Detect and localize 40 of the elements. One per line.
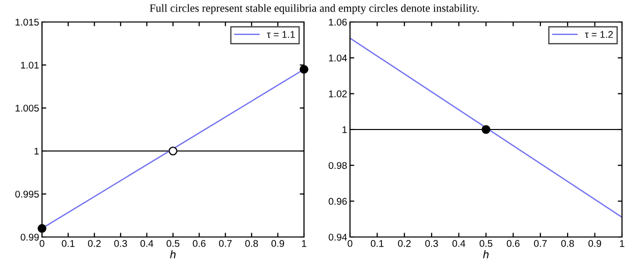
y-tick-label: 1.06 <box>329 18 347 26</box>
y-tick-label: 1.015 <box>16 18 39 26</box>
x-tick-label: 0.3 <box>114 240 127 247</box>
y-tick-label: 0.98 <box>328 162 347 169</box>
x-tick-label: 0.9 <box>588 240 602 247</box>
text: Full circles represent stable equilibria and empty circles denote instability. <box>150 4 479 14</box>
y-tick-label: 1.01 <box>21 62 39 69</box>
x-tick-label: 0 <box>348 240 352 247</box>
y-tick-label: 1.005 <box>16 104 39 112</box>
x-tick-label: 0.6 <box>506 240 520 247</box>
x-tick-label: 0.5 <box>166 240 180 247</box>
x-tick-label: 0.3 <box>425 240 438 247</box>
x-tick-label: 0.8 <box>561 240 574 247</box>
y-tick-label: 1.04 <box>329 54 347 62</box>
x-tick-label: 0.4 <box>140 240 154 247</box>
x-tick-label: 0.6 <box>192 240 206 247</box>
x-tick-label: 0.5 <box>480 240 492 247</box>
x-tick-label: 0.7 <box>534 240 547 247</box>
x-tick-label: 0.1 <box>370 240 384 247</box>
legend-label: τ = 1.1 <box>266 31 295 38</box>
y-tick-label: 1 <box>34 148 39 155</box>
x-axis-title: h <box>483 250 489 258</box>
y-tick-label: 0.94 <box>328 234 347 241</box>
x-tick-label: 1 <box>302 240 306 247</box>
x-tick-label: 0 <box>40 240 44 247</box>
x-tick-label: 0.2 <box>398 240 411 247</box>
x-tick-label: 0.9 <box>271 240 284 247</box>
y-tick-label: 1 <box>342 126 347 134</box>
x-tick-label: 0.7 <box>219 240 232 247</box>
y-tick-label: 0.99 <box>20 234 39 241</box>
legend-label: τ = 1.2 <box>584 31 613 38</box>
y-tick-label: 1.02 <box>329 90 347 98</box>
y-tick-label: 0.995 <box>15 190 39 198</box>
x-tick-label: 0.4 <box>452 240 466 247</box>
y-tick-label: 0.96 <box>328 198 347 205</box>
x-axis-title: h <box>170 250 176 258</box>
x-tick-label: 1 <box>620 240 624 247</box>
x-tick-label: 0.2 <box>88 240 101 247</box>
x-tick-label: 0.8 <box>245 240 258 247</box>
x-tick-label: 0.1 <box>62 240 74 247</box>
